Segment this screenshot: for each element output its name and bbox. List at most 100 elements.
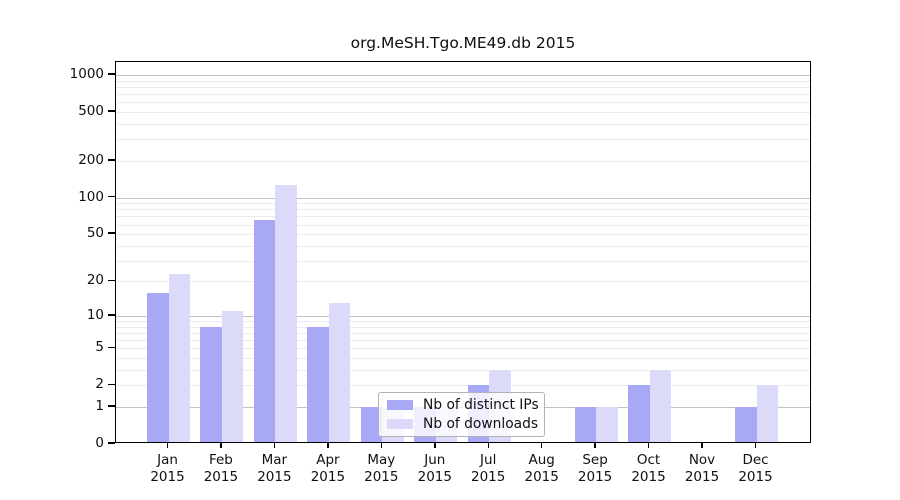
x-label-month: Jul (480, 452, 497, 468)
y-axis-tick (108, 73, 115, 75)
bar-distinct-ips (200, 326, 222, 443)
x-axis-tick (380, 443, 383, 448)
bar-distinct-ips (735, 407, 757, 443)
legend-entry-downloads: Nb of downloads (387, 416, 539, 432)
bar-downloads (649, 370, 671, 443)
x-axis-month-label: Apr 2015 (298, 452, 358, 486)
x-label-year: 2015 (524, 469, 559, 485)
y-axis-tick-label: 20 (86, 272, 104, 289)
x-axis-month-label: Nov 2015 (672, 452, 732, 486)
bar-downloads (328, 303, 351, 443)
gridline-minor (116, 333, 810, 334)
gridline-minor (116, 224, 810, 226)
x-label-month: Oct (636, 452, 661, 468)
x-axis-tick (327, 443, 329, 448)
plot-area (115, 61, 811, 443)
x-axis-tick (434, 443, 436, 448)
y-axis-tick-label: 1 (95, 398, 104, 414)
x-axis-month-label: Feb 2015 (191, 452, 251, 486)
bar-downloads (756, 385, 778, 443)
y-axis-tick (108, 346, 115, 349)
x-label-year: 2015 (150, 469, 185, 485)
x-axis-month-label: Aug 2015 (512, 452, 572, 486)
x-label-month: Jan (157, 452, 178, 468)
x-axis-month-label: Oct 2015 (619, 452, 679, 486)
gridline-minor (116, 139, 810, 141)
x-axis-month-label: Jun 2015 (405, 452, 465, 486)
x-axis-tick (701, 443, 703, 448)
x-label-year: 2015 (203, 469, 239, 485)
gridline-minor (116, 123, 810, 125)
bar-distinct-ips (147, 292, 169, 443)
bar-downloads (275, 184, 297, 443)
bar-downloads (221, 311, 244, 443)
legend-label-downloads: Nb of downloads (423, 416, 539, 432)
y-axis-tick (108, 405, 115, 407)
legend-entry-distinct-ips: Nb of distinct IPs (387, 397, 539, 413)
x-axis-month-label: May 2015 (351, 452, 411, 486)
x-label-year: 2015 (738, 469, 773, 485)
bar-distinct-ips (253, 219, 276, 443)
x-label-month: Mar (261, 452, 288, 468)
gridline-minor (116, 234, 810, 236)
gridline-minor (116, 203, 810, 205)
y-axis-tick-label: 1000 (69, 66, 104, 83)
x-axis-tick (540, 443, 543, 448)
bar-downloads (596, 407, 618, 443)
x-label-month: Dec (742, 452, 769, 468)
legend: Nb of distinct IPs Nb of downloads (378, 392, 545, 437)
y-axis-tick-label: 200 (78, 151, 104, 168)
x-label-month: Apr (316, 452, 340, 468)
x-axis-month-label: Jan 2015 (138, 452, 198, 486)
gridline-major (116, 197, 810, 199)
x-axis-tick (594, 443, 596, 448)
y-axis-tick (108, 195, 115, 198)
y-axis-tick (108, 383, 115, 386)
gridline-minor (116, 245, 810, 247)
y-axis-tick-label: 5 (95, 339, 104, 356)
x-axis-tick (487, 443, 489, 448)
y-axis-tick-label: 10 (86, 307, 104, 323)
gridline-minor (116, 385, 810, 387)
bar-downloads (168, 274, 190, 443)
y-axis-tick-label: 100 (78, 188, 104, 205)
y-axis-tick (108, 314, 115, 316)
x-axis-tick (647, 443, 650, 448)
gridline-minor (116, 112, 810, 114)
x-label-month: Feb (208, 452, 233, 468)
y-axis-tick (108, 279, 115, 282)
x-axis-month-label: Dec 2015 (726, 452, 786, 486)
y-axis-tick (108, 110, 115, 112)
chart-title: org.MeSH.Tgo.ME49.db 2015 (350, 34, 576, 52)
x-label-year: 2015 (684, 469, 720, 485)
gridline-minor (116, 87, 810, 88)
bar-distinct-ips (628, 385, 650, 443)
x-label-year: 2015 (257, 469, 292, 485)
gridline-minor (116, 94, 810, 96)
gridline-minor (116, 209, 810, 211)
x-label-year: 2015 (631, 469, 666, 485)
gridline-minor (116, 340, 810, 342)
gridline-minor (116, 358, 810, 360)
x-label-year: 2015 (577, 469, 613, 485)
gridline-minor (116, 348, 810, 350)
gridline-minor (116, 102, 810, 104)
y-axis-tick (108, 159, 115, 161)
x-label-month: Jun (424, 452, 446, 468)
bar-distinct-ips (360, 407, 383, 443)
gridline-minor (116, 321, 810, 323)
x-label-year: 2015 (310, 469, 346, 485)
legend-label-distinct-ips: Nb of distinct IPs (423, 397, 539, 413)
x-axis-month-label: Jul 2015 (458, 452, 518, 486)
y-axis-tick (108, 442, 115, 444)
bar-distinct-ips (574, 407, 597, 443)
y-axis-tick-label: 50 (86, 225, 104, 242)
x-label-year: 2015 (471, 469, 506, 485)
gridline-minor (116, 80, 810, 82)
bar-distinct-ips (307, 326, 329, 443)
gridline-minor (116, 260, 810, 262)
y-axis-tick-label: 0 (95, 435, 104, 451)
legend-swatch-distinct-ips-icon (387, 400, 413, 410)
x-axis-tick (273, 443, 276, 448)
